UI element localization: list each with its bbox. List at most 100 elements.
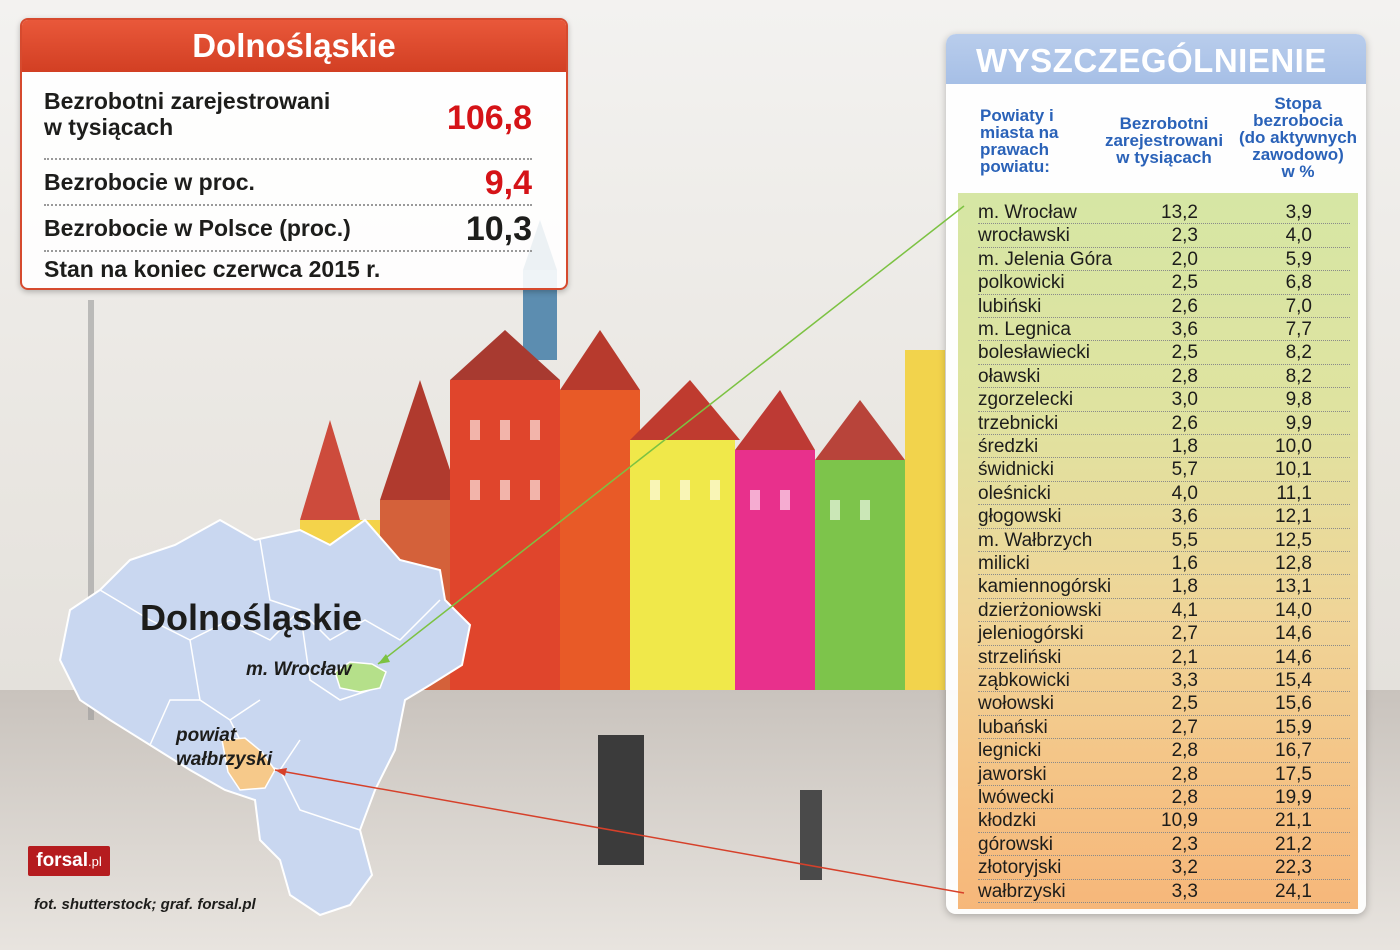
unemployed-cell: 2,3	[1171, 833, 1198, 855]
district-cell: świdnicki	[978, 459, 1055, 481]
column-header-district: Powiaty i miasta na prawach powiatu:	[980, 106, 1059, 176]
walbrzych-leader-line	[274, 769, 965, 894]
logo-text: forsal	[36, 850, 88, 871]
table-row: m. Wrocław 13,2 3,9	[978, 201, 1350, 225]
table-title: WYSZCZEGÓLNIENIE	[946, 34, 1366, 84]
wroclaw-arrow	[378, 654, 390, 664]
district-cell: lwówecki	[978, 787, 1055, 808]
unemployed-cell: 5,5	[1171, 529, 1198, 551]
table-row: jaworski 2,8 17,5	[978, 763, 1350, 786]
unemployed-cell: 2,5	[1171, 693, 1198, 715]
unemployed-cell: 2,8	[1171, 740, 1198, 762]
rate-cell: 10,0	[1275, 436, 1312, 457]
rate-cell: 9,8	[1285, 389, 1312, 411]
forsal-logo: forsal.pl	[28, 846, 110, 876]
district-cell: średzki	[978, 436, 1039, 457]
summary-row-unemployment: Bezrobocie w proc. 9,4	[44, 160, 532, 206]
rate-cell: 21,2	[1275, 833, 1312, 855]
unemployed-cell: 2,5	[1171, 272, 1198, 294]
table-row: bolesławiecki 2,5 8,2	[978, 341, 1350, 365]
table-row: głogowski 3,6 12,1	[978, 505, 1350, 529]
unemployed-cell: 1,8	[1171, 436, 1198, 457]
district-cell: m. Jelenia Góra	[978, 248, 1113, 270]
table-row: kamiennogórski 1,8 13,1	[978, 575, 1350, 599]
district-borders	[99, 539, 441, 831]
summary-box: Dolnośląskie Bezrobotni zarejestrowani w…	[20, 18, 568, 290]
table-row: milicki 1,6 12,8	[978, 552, 1350, 576]
map-city-label: m. Wrocław	[246, 659, 352, 680]
rate-cell: 15,6	[1275, 693, 1312, 715]
rate-cell: 7,7	[1285, 319, 1312, 340]
map-district-label: powiat wałbrzyski	[176, 725, 273, 770]
unemployed-cell: 1,8	[1171, 576, 1198, 598]
table-row: lubiński 2,6 7,0	[978, 295, 1350, 318]
summary-value: 10,3	[465, 210, 532, 248]
table-row: wrocławski 2,3 4,0	[978, 224, 1350, 248]
rate-cell: 8,2	[1285, 365, 1312, 387]
unemployed-cell: 2,6	[1171, 412, 1198, 434]
unemployed-cell: 10,9	[1161, 810, 1198, 832]
rate-cell: 13,1	[1275, 576, 1312, 598]
summary-row-date: Stan na koniec czerwca 2015 r.	[44, 252, 532, 288]
district-cell: wrocławski	[978, 225, 1070, 247]
table-row: zgorzelecki 3,0 9,8	[978, 388, 1350, 412]
table-row: jeleniogórski 2,7 14,6	[978, 622, 1350, 646]
rate-cell: 21,1	[1275, 810, 1312, 832]
table-row: wołowski 2,5 15,6	[978, 692, 1350, 716]
table-row: polkowicki 2,5 6,8	[978, 271, 1350, 295]
table-row: ząbkowicki 3,3 15,4	[978, 669, 1350, 693]
rate-cell: 4,0	[1285, 225, 1312, 247]
region-shape	[58, 518, 472, 917]
unemployed-cell: 4,1	[1171, 599, 1198, 621]
table-row: lubański 2,7 15,9	[978, 716, 1350, 740]
district-cell: kamiennogórski	[978, 576, 1112, 598]
rate-cell: 12,8	[1275, 553, 1312, 574]
district-cell: m. Wrocław	[978, 202, 1077, 223]
table-row: trzebnicki 2,6 9,9	[978, 412, 1350, 435]
unemployed-cell: 3,6	[1171, 319, 1198, 340]
district-cell: zgorzelecki	[978, 389, 1074, 411]
walbrzych-area	[221, 737, 276, 791]
unemployed-cell: 2,8	[1171, 787, 1198, 808]
rate-cell: 24,1	[1275, 880, 1312, 902]
rate-cell: 16,7	[1275, 740, 1312, 762]
district-cell: złotoryjski	[978, 857, 1062, 879]
column-header-rate: Stopa bezrobocia (do aktywnych zawodowo)…	[1238, 94, 1358, 181]
table-row: dzierżoniowski 4,1 14,0	[978, 599, 1350, 623]
summary-label: Bezrobocie w Polsce (proc.)	[44, 215, 351, 241]
summary-row-poland: Bezrobocie w Polsce (proc.) 10,3	[44, 206, 532, 252]
district-cell: jaworski	[978, 763, 1047, 785]
unemployed-cell: 13,2	[1161, 202, 1198, 223]
rate-cell: 10,1	[1275, 459, 1312, 481]
rate-cell: 7,0	[1285, 295, 1312, 317]
table-row: lwówecki 2,8 19,9	[978, 786, 1350, 810]
summary-row-registered: Bezrobotni zarejestrowani w tysiącach 10…	[44, 80, 532, 160]
wroclaw-area	[334, 661, 387, 693]
walbrzych-arrow	[275, 768, 287, 776]
rate-cell: 15,9	[1275, 716, 1312, 738]
table-row: legnicki 2,8 16,7	[978, 739, 1350, 763]
rate-cell: 9,9	[1285, 412, 1312, 434]
district-cell: legnicki	[978, 740, 1042, 762]
table-body: m. Wrocław 13,2 3,9 wrocławski 2,3 4,0 m. Jele…	[958, 193, 1358, 909]
district-cell: głogowski	[978, 506, 1062, 528]
rate-cell: 15,4	[1275, 670, 1312, 691]
unemployed-cell: 3,3	[1171, 670, 1198, 691]
unemployed-cell: 3,0	[1171, 389, 1198, 411]
map-region-label: Dolnośląskie	[140, 597, 363, 638]
district-cell: trzebnicki	[978, 412, 1059, 434]
rate-cell: 14,6	[1275, 623, 1312, 645]
unemployed-cell: 2,7	[1171, 716, 1198, 738]
rate-cell: 5,9	[1285, 248, 1312, 270]
unemployed-cell: 2,3	[1171, 225, 1198, 247]
unemployed-cell: 5,7	[1171, 459, 1198, 481]
district-cell: oławski	[978, 365, 1041, 387]
table-row: m. Jelenia Góra 2,0 5,9	[978, 248, 1350, 272]
column-header-unemployed: Bezrobotni zarejestrowani w tysiącach	[1104, 114, 1224, 167]
rate-cell: 19,9	[1275, 787, 1312, 808]
table-row: złotoryjski 3,2 22,3	[978, 856, 1350, 880]
unemployed-cell: 2,8	[1171, 763, 1198, 785]
district-cell: dzierżoniowski	[978, 599, 1102, 621]
unemployed-cell: 3,6	[1171, 506, 1198, 528]
district-cell: m. Wałbrzych	[978, 529, 1093, 551]
